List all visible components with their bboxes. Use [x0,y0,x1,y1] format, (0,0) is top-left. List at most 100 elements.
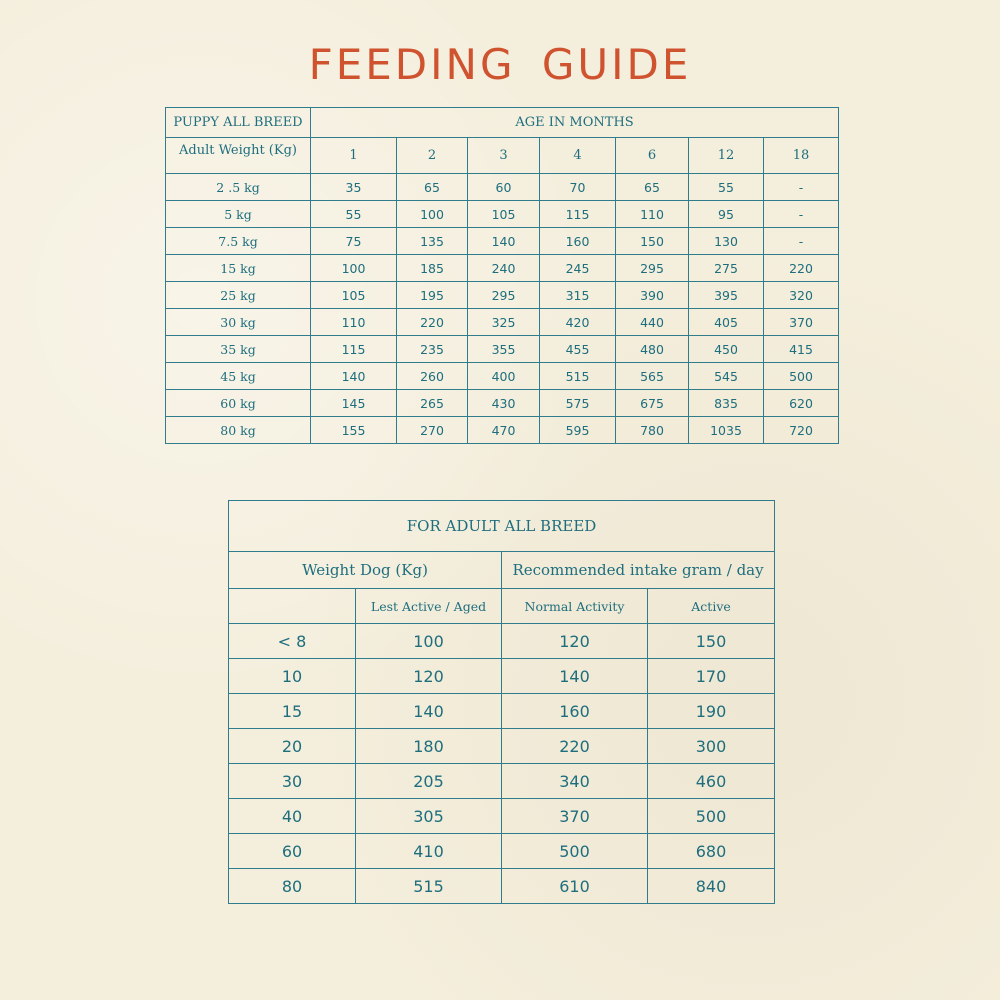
portion-cell: 270 [396,416,468,444]
normal-activity-cell: 370 [501,798,648,834]
lest-active-cell: 410 [355,833,502,869]
active-cell: 300 [646,728,776,764]
weight-cell: 30 [228,763,356,799]
portion-cell: 395 [688,281,764,309]
weight-cell: 5 kg [165,200,311,228]
portion-cell: 65 [396,173,468,201]
portion-cell: 595 [539,416,616,444]
portion-cell: 55 [310,200,397,228]
weight-dog-header: Weight Dog (Kg) [228,551,502,589]
portion-cell: 195 [396,281,468,309]
adult-feeding-table: FOR ADULT ALL BREED Weight Dog (Kg) Reco… [227,500,776,904]
puppy-table-row: 15 kg 100 185 240 245 295 275 220 [165,254,840,282]
month-header: 18 [762,137,840,174]
portion-cell: 370 [762,308,840,336]
portion-cell: 110 [310,308,397,336]
page-title: FEEDING GUIDE [308,40,692,89]
active-cell: 190 [646,693,776,729]
active-cell: 150 [646,623,776,659]
portion-cell: 65 [615,173,689,201]
weight-cell: 60 [228,833,356,869]
portion-cell: 100 [310,254,397,282]
portion-cell: 220 [762,254,840,282]
portion-cell: 675 [615,389,689,417]
portion-cell: 55 [688,173,764,201]
portion-cell: 70 [539,173,616,201]
portion-cell: 470 [467,416,540,444]
months-header-row: Adult Weight (Kg) 1 2 3 4 6 12 18 [165,137,840,174]
portion-cell: 565 [615,362,689,390]
weight-cell: 2 .5 kg [165,173,311,201]
puppy-table-row: 2 .5 kg 35 65 60 70 65 55- [165,173,840,201]
activity-subheader-row: Lest Active / Aged Normal Activity Activ… [228,588,776,624]
portion-cell: 455 [539,335,616,363]
portion-cell: 405 [688,308,764,336]
puppy-table-row: 35 kg 115 235 355 455 480 450 415 [165,335,840,363]
lest-active-cell: 305 [355,798,502,834]
portion-cell: - [762,200,840,228]
weight-cell: 15 kg [165,254,311,282]
adult-weight-header: Adult Weight (Kg) [165,137,311,174]
active-cell: 680 [646,833,776,869]
adult-table-row: 15 140 160 190 [228,693,776,729]
weight-cell: 45 kg [165,362,311,390]
active-cell: 170 [646,658,776,694]
normal-activity-cell: 120 [501,623,648,659]
portion-cell: 115 [310,335,397,363]
portion-cell: 95 [688,200,764,228]
adult-table-row: < 8 100 120 150 [228,623,776,659]
lest-active-cell: 205 [355,763,502,799]
portion-cell: 515 [539,362,616,390]
adult-table-row: 60 410 500 680 [228,833,776,869]
weight-cell: 35 kg [165,335,311,363]
adult-table-row: 80 515 610 840 [228,868,776,904]
subheader-blank [228,588,356,624]
normal-activity-cell: 610 [501,868,648,904]
portion-cell: 430 [467,389,540,417]
age-in-months-header: AGE IN MONTHS [309,107,840,138]
portion-cell: 295 [467,281,540,309]
portion-cell: 780 [615,416,689,444]
portion-cell: 480 [615,335,689,363]
portion-cell: 220 [396,308,468,336]
normal-activity-cell: 160 [501,693,648,729]
weight-cell: 20 [228,728,356,764]
portion-cell: - [762,227,840,255]
normal-activity-cell: 500 [501,833,648,869]
adult-table-row: 10 120 140 170 [228,658,776,694]
portion-cell: 575 [539,389,616,417]
portion-cell: - [762,173,840,201]
lest-active-cell: 100 [355,623,502,659]
normal-activity-cell: 140 [501,658,648,694]
lest-active-cell: 180 [355,728,502,764]
subheader-lest-active: Lest Active / Aged [355,588,502,624]
portion-cell: 110 [615,200,689,228]
weight-cell: 25 kg [165,281,311,309]
month-header: 4 [539,137,616,174]
puppy-table-row: 30 kg 110 220 325 420 440 405 370 [165,308,840,336]
portion-cell: 275 [688,254,764,282]
portion-cell: 185 [396,254,468,282]
portion-cell: 105 [310,281,397,309]
lest-active-cell: 120 [355,658,502,694]
puppy-table-row: 80 kg 155 270 470 595 780 1035 720 [165,416,840,444]
portion-cell: 545 [688,362,764,390]
portion-cell: 35 [310,173,397,201]
portion-cell: 105 [467,200,540,228]
puppy-corner-label: PUPPY ALL BREED [165,107,311,138]
weight-cell: 40 [228,798,356,834]
portion-cell: 115 [539,200,616,228]
portion-cell: 130 [688,227,764,255]
portion-cell: 440 [615,308,689,336]
lest-active-cell: 140 [355,693,502,729]
subheader-normal-activity: Normal Activity [501,588,648,624]
portion-cell: 450 [688,335,764,363]
portion-cell: 240 [467,254,540,282]
recommended-intake-header: Recommended intake gram / day [500,551,776,589]
portion-cell: 835 [688,389,764,417]
puppy-feeding-table: PUPPY ALL BREED AGE IN MONTHS Adult Weig… [165,107,840,444]
weight-cell: 80 kg [165,416,311,444]
portion-cell: 355 [467,335,540,363]
portion-cell: 500 [762,362,840,390]
portion-cell: 140 [310,362,397,390]
